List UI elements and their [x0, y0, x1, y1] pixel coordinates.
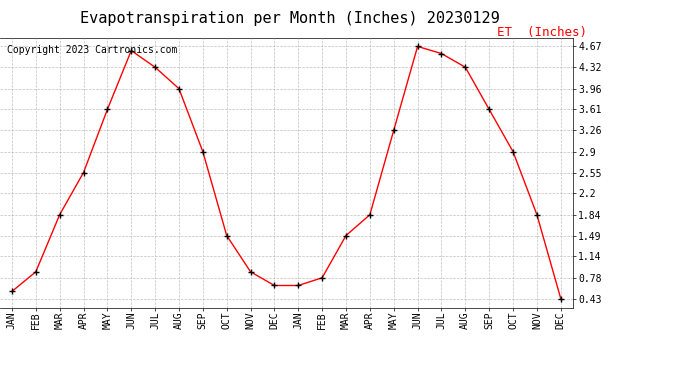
- Text: Copyright 2023 Cartronics.com: Copyright 2023 Cartronics.com: [7, 45, 177, 55]
- Text: ET  (Inches): ET (Inches): [497, 26, 586, 39]
- Text: Evapotranspiration per Month (Inches) 20230129: Evapotranspiration per Month (Inches) 20…: [80, 11, 500, 26]
